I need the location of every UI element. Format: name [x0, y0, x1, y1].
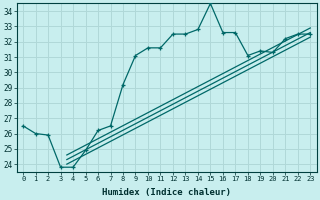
X-axis label: Humidex (Indice chaleur): Humidex (Indice chaleur)	[102, 188, 231, 197]
